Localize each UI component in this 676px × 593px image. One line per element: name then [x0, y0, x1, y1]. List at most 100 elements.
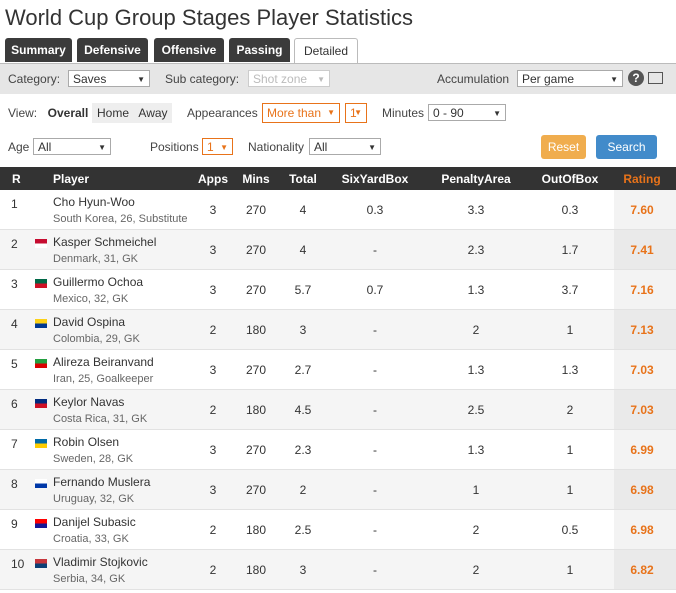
stat: 3	[209, 363, 217, 377]
stat: 3	[209, 483, 217, 497]
view-option[interactable]: Home	[96, 106, 129, 120]
player-name[interactable]: Guillermo Ochoa	[53, 275, 144, 289]
stat: 3	[209, 243, 217, 257]
positions-select[interactable]: 1	[202, 138, 233, 156]
stat: 3	[299, 323, 307, 337]
rank: 9	[11, 517, 18, 531]
nationality-select[interactable]: All	[309, 138, 381, 156]
stat: -	[373, 443, 377, 457]
tab[interactable]: Summary	[5, 38, 72, 62]
player-name[interactable]: Alireza Beiranvand	[53, 355, 154, 369]
stat: -	[373, 523, 377, 537]
player-name[interactable]: Cho Hyun-Woo	[53, 195, 135, 209]
stat: 2	[209, 523, 217, 537]
player-info: Uruguay, 32, GK	[53, 493, 135, 505]
player-name[interactable]: Kasper Schmeichel	[53, 235, 157, 249]
player-name[interactable]: Keylor Navas	[53, 395, 125, 409]
player-name[interactable]: David Ospina	[53, 315, 126, 329]
stat: 2.7	[294, 363, 312, 377]
rating: 6.82	[630, 563, 654, 577]
stat: 2	[472, 523, 480, 537]
stat: 180	[245, 403, 267, 417]
age-select[interactable]: All	[33, 138, 111, 156]
player-name[interactable]: Robin Olsen	[53, 435, 120, 449]
stat: 270	[245, 483, 267, 497]
player-name[interactable]: Danijel Subasic	[53, 515, 136, 529]
rank: 1	[11, 197, 18, 211]
table-row: 9 Danijel Subasic Croatia, 33, GK 2 180 2.5 - 2…	[0, 510, 676, 550]
flag	[35, 319, 47, 328]
stat: 2	[566, 403, 574, 417]
stat: 4	[299, 203, 307, 217]
label: Positions	[150, 140, 199, 154]
player-info: Costa Rica, 31, GK	[53, 413, 148, 425]
search-button[interactable]: Search	[596, 135, 657, 159]
stat: 5.7	[294, 283, 312, 297]
rating: 7.41	[630, 243, 654, 257]
help-icon[interactable]: ?	[628, 70, 644, 86]
view-option[interactable]: Overall	[44, 103, 92, 123]
stat: -	[373, 403, 377, 417]
stat: 1	[566, 443, 574, 457]
rating: 7.03	[630, 403, 654, 417]
stat: -	[373, 323, 377, 337]
appearances-input[interactable]: 1	[345, 103, 367, 123]
stat: 270	[245, 243, 267, 257]
column-header: SixYardBox	[341, 172, 409, 186]
player-info: Serbia, 34, GK	[53, 573, 126, 585]
mail-icon[interactable]	[648, 72, 663, 84]
reset-button[interactable]: Reset	[541, 135, 586, 159]
rank: 3	[11, 277, 18, 291]
stat: 1	[472, 483, 480, 497]
table-row: 3 Guillermo Ochoa Mexico, 32, GK 3 270 5.7 0.7…	[0, 270, 676, 310]
flag	[35, 439, 47, 448]
table-header: R Player Apps Mins Total SixYardBox PenaltyAre…	[0, 167, 676, 190]
player-info: Mexico, 32, GK	[53, 293, 129, 305]
appearances-select[interactable]: More than	[262, 103, 340, 123]
view-option[interactable]: Away	[138, 106, 168, 120]
table-row: 10 Vladimir Stojkovic Serbia, 34, GK 2 180 3 -…	[0, 550, 676, 590]
player-name[interactable]: Vladimir Stojkovic	[53, 555, 148, 569]
tab[interactable]: Detailed	[294, 38, 358, 65]
column-header: Rating	[623, 172, 661, 186]
stat: -	[373, 243, 377, 257]
rating: 6.99	[630, 443, 654, 457]
stat: 3	[209, 283, 217, 297]
accumulation-select[interactable]: Per game	[517, 70, 623, 88]
table-row: 1 Cho Hyun-Woo South Korea, 26, Substitute…	[0, 190, 676, 230]
minutes-select[interactable]: 0 - 90	[428, 104, 506, 122]
rating: 6.98	[630, 523, 654, 537]
stat: 270	[245, 363, 267, 377]
table-row: 7 Robin Olsen Sweden, 28, GK 3 270 2.3 - 1.3 1 6.…	[0, 430, 676, 470]
tab[interactable]: Offensive	[154, 38, 224, 62]
column-header: Mins	[242, 172, 270, 186]
label: Category:	[8, 72, 61, 86]
tab[interactable]: Defensive	[77, 38, 148, 62]
stat: 0.3	[366, 203, 384, 217]
stat: 180	[245, 323, 267, 337]
column-header: Player	[53, 172, 90, 186]
stat: 1	[566, 563, 574, 577]
label: Accumulation	[437, 72, 510, 86]
column-header: OutOfBox	[541, 172, 599, 186]
label: View:	[8, 106, 38, 120]
table-row: 8 Fernando Muslera Uruguay, 32, GK 3 270 2 - 1 1…	[0, 470, 676, 510]
subcategory-select[interactable]: Shot zone	[248, 70, 330, 88]
stat: 270	[245, 203, 267, 217]
stat: 2	[209, 563, 217, 577]
flag	[35, 479, 47, 488]
stat: 1.3	[467, 283, 485, 297]
column-header: PenaltyArea	[441, 172, 511, 186]
rank: 10	[11, 557, 25, 571]
label: Appearances	[187, 106, 258, 120]
tab[interactable]: Passing	[229, 38, 290, 62]
stat: 2.3	[467, 243, 485, 257]
flag	[35, 519, 47, 528]
stats-table: R Player Apps Mins Total SixYardBox PenaltyAre…	[0, 167, 676, 593]
stat: 1.3	[467, 443, 485, 457]
rank: 8	[11, 477, 18, 491]
category-select[interactable]: Saves	[68, 70, 150, 88]
player-info: Iran, 25, Goalkeeper	[53, 373, 154, 385]
label: Minutes	[382, 106, 425, 120]
player-name[interactable]: Fernando Muslera	[53, 475, 151, 489]
